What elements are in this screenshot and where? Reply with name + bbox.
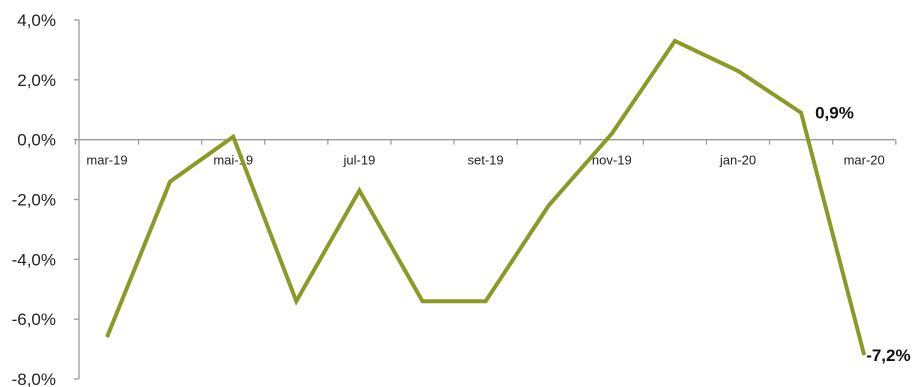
y-tick-label: 2,0% bbox=[17, 71, 56, 90]
y-tick-label: -4,0% bbox=[12, 250, 56, 269]
y-axis-ticks: 4,0% 2,0% 0,0% -2,0% -4,0% -6,0% -8,0% bbox=[12, 11, 79, 387]
y-tick-label: 0,0% bbox=[17, 131, 56, 150]
x-tick-label: mar-19 bbox=[86, 153, 127, 168]
x-tick-label: set-19 bbox=[468, 153, 504, 168]
y-tick-label: -8,0% bbox=[12, 370, 56, 387]
series-line bbox=[105, 38, 867, 356]
y-tick-label: -2,0% bbox=[12, 191, 56, 210]
data-label: 0,9% bbox=[815, 104, 854, 123]
x-tick-label: mar-20 bbox=[844, 153, 885, 168]
x-tick-label: nov-19 bbox=[592, 153, 632, 168]
data-label: -7,2% bbox=[866, 346, 910, 365]
x-tick-label: jul-19 bbox=[343, 153, 376, 168]
y-tick-label: 4,0% bbox=[17, 11, 56, 30]
y-tick-label: -6,0% bbox=[12, 310, 56, 329]
data-labels: 0,9% -7,2% bbox=[815, 104, 911, 365]
x-tick-label: jan-20 bbox=[719, 153, 756, 168]
x-tick-label: mai-19 bbox=[213, 153, 253, 168]
